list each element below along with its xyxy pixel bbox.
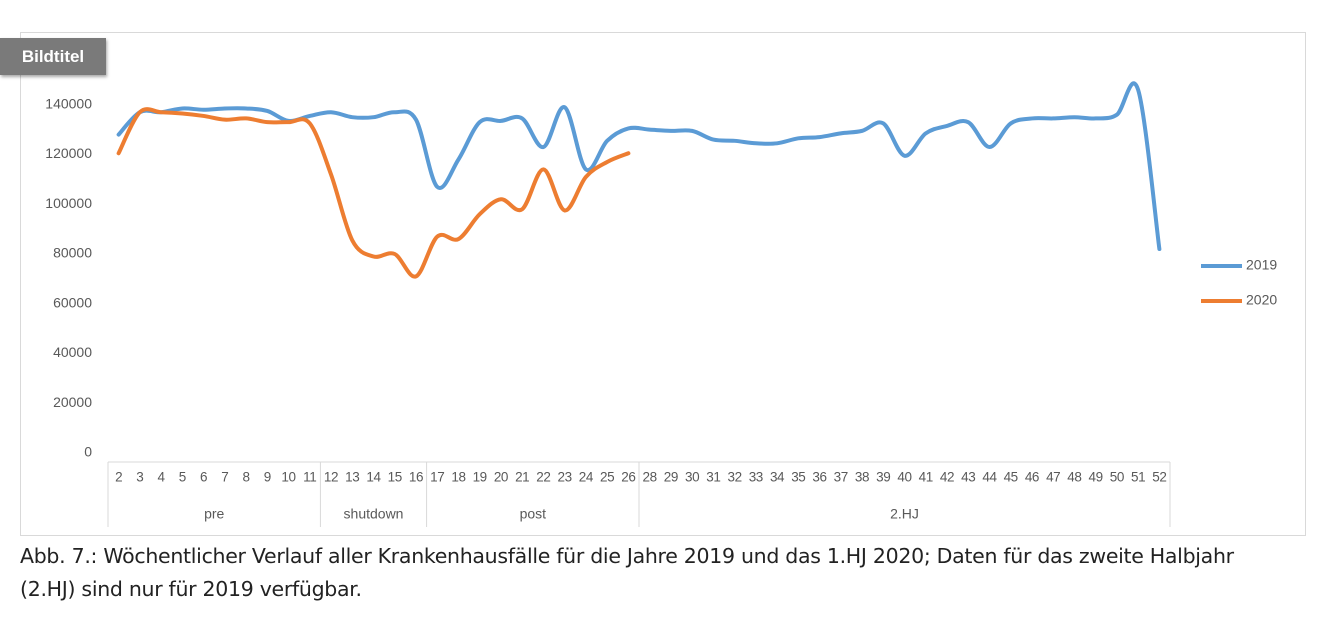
x-tick-label: 24 [579, 470, 594, 485]
x-tick-label: 22 [536, 470, 550, 485]
x-tick-label: 9 [264, 470, 271, 485]
badge: Bildtitel [0, 38, 106, 75]
x-tick-label: 39 [876, 470, 890, 485]
x-tick-label: 6 [200, 470, 207, 485]
x-tick-label: 4 [158, 470, 166, 485]
x-tick-label: 41 [919, 470, 933, 485]
y-tick-label: 100000 [45, 195, 92, 211]
x-tick-label: 8 [243, 470, 250, 485]
y-tick-label: 0 [84, 444, 92, 460]
x-tick-label: 7 [221, 470, 228, 485]
series-line [116, 107, 631, 279]
x-tick-label: 14 [366, 470, 381, 485]
x-tick-label: 52 [1152, 470, 1166, 485]
legend-label: 2019 [1246, 257, 1277, 273]
x-tick-label: 48 [1067, 470, 1081, 485]
y-tick-label: 60000 [53, 294, 92, 310]
x-tick-label: 17 [430, 470, 444, 485]
x-tick-label: 51 [1131, 470, 1145, 485]
x-tick-label: 32 [727, 470, 741, 485]
x-tick-label: 35 [791, 470, 805, 485]
y-tick-label: 80000 [53, 245, 92, 261]
group-label: 2.HJ [890, 506, 919, 522]
x-tick-label: 29 [664, 470, 678, 485]
x-tick-label: 50 [1110, 470, 1124, 485]
group-label: post [520, 506, 547, 522]
x-tick-label: 42 [940, 470, 954, 485]
x-tick-label: 5 [179, 470, 186, 485]
x-tick-label: 26 [621, 470, 635, 485]
x-tick-label: 25 [600, 470, 614, 485]
legend-label: 2020 [1246, 292, 1277, 308]
y-tick-label: 20000 [53, 394, 92, 410]
x-tick-label: 16 [409, 470, 423, 485]
x-tick-label: 20 [494, 470, 508, 485]
caption: Abb. 7.: Wöchentlicher Verlauf aller Kra… [20, 544, 1234, 601]
x-tick-label: 49 [1089, 470, 1103, 485]
y-tick-label: 40000 [53, 344, 92, 360]
x-tick-label: 40 [897, 470, 911, 485]
x-tick-label: 15 [388, 470, 402, 485]
x-tick-label: 31 [706, 470, 720, 485]
x-tick-label: 46 [1025, 470, 1039, 485]
x-tick-label: 13 [345, 470, 359, 485]
x-tick-label: 45 [1004, 470, 1018, 485]
y-tick-label: 120000 [45, 145, 92, 161]
x-tick-label: 43 [961, 470, 975, 485]
x-tick-label: 38 [855, 470, 869, 485]
x-tick-label: 18 [451, 470, 465, 485]
x-tick-label: 12 [324, 470, 338, 485]
x-tick-label: 2 [115, 470, 122, 485]
x-tick-label: 19 [473, 470, 487, 485]
x-tick-label: 47 [1046, 470, 1060, 485]
x-tick-label: 33 [749, 470, 763, 485]
x-tick-label: 28 [643, 470, 657, 485]
group-label: shutdown [344, 506, 404, 522]
x-tick-label: 30 [685, 470, 699, 485]
chart-frame [20, 32, 1306, 536]
y-tick-label: 140000 [45, 95, 92, 111]
x-tick-label: 34 [770, 470, 785, 485]
x-tick-label: 37 [834, 470, 848, 485]
x-tick-label: 44 [982, 470, 997, 485]
x-tick-label: 36 [812, 470, 826, 485]
x-tick-label: 11 [303, 470, 316, 485]
x-tick-label: 10 [281, 470, 295, 485]
x-tick-label: 21 [515, 470, 529, 485]
group-label: pre [204, 506, 224, 522]
x-tick-label: 23 [558, 470, 572, 485]
x-tick-label: 3 [136, 470, 143, 485]
